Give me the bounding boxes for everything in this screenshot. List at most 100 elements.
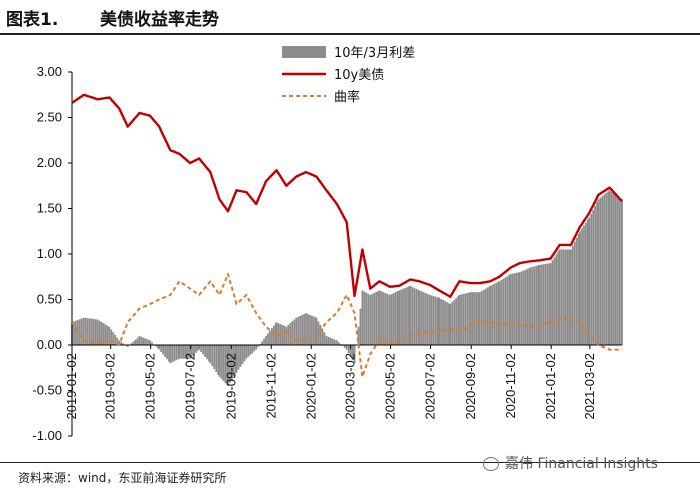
spread-bar (82, 317, 85, 345)
spread-bar (557, 251, 560, 345)
spread-bar (313, 316, 315, 345)
spread-bar (391, 293, 393, 345)
spread-bar (469, 292, 472, 345)
spread-bar (186, 345, 189, 359)
spread-bar (373, 293, 376, 345)
spread-bar (442, 299, 444, 345)
spread-bar (293, 319, 296, 345)
yield-chart: 3.002.502.001.501.000.500.00-0.50-1.0020… (32, 46, 623, 443)
y-tick-label: 1.00 (37, 246, 62, 261)
spread-bar (590, 213, 593, 345)
spread-bar (218, 345, 221, 377)
spread-bar (480, 291, 483, 345)
spread-bar (229, 345, 231, 383)
spread-bar (126, 345, 129, 347)
spread-bar (160, 345, 163, 352)
spread-bar (509, 274, 512, 345)
curvature-line (71, 273, 623, 378)
spread-bar (224, 345, 227, 384)
spread-bar (305, 313, 307, 345)
spread-bar (396, 291, 399, 345)
spread-bar (220, 345, 223, 379)
spread-bar (351, 345, 354, 360)
spread-bar (245, 345, 248, 359)
spread-bar (273, 325, 275, 345)
spread-bar (349, 345, 352, 357)
spread-bar (317, 321, 320, 345)
spread-bar (118, 340, 121, 345)
spread-bar (151, 342, 153, 345)
spread-bar (116, 337, 119, 345)
spread-bar (411, 286, 414, 345)
spread-bar (191, 345, 193, 357)
spread-bar (462, 293, 465, 345)
spread-bar (444, 301, 446, 345)
spread-bar (361, 290, 364, 345)
spread-bar (156, 345, 159, 349)
spread-bar (511, 273, 514, 345)
spread-bar (384, 292, 387, 345)
spread-bar (271, 328, 273, 345)
spread-bar (438, 297, 440, 345)
spread-bar (477, 292, 480, 345)
spread-bar (592, 209, 595, 345)
spread-bar (535, 265, 538, 345)
spread-bar (162, 345, 165, 355)
spread-bar (78, 319, 81, 345)
wechat-icon (483, 457, 499, 471)
spread-bar (491, 284, 494, 346)
spread-bar (568, 249, 571, 345)
spread-bar (369, 294, 372, 345)
spread-bar (319, 324, 322, 345)
spread-bar (235, 345, 238, 373)
spread-bar (422, 292, 425, 345)
spread-bar (508, 274, 511, 345)
spread-bar (169, 345, 172, 364)
spread-bar (171, 345, 174, 363)
spread-bar (198, 345, 201, 350)
spread-bar (573, 241, 576, 345)
spread-bar (612, 193, 615, 345)
x-tick-label: 2021-03-02 (582, 353, 597, 420)
spread-bar (343, 345, 346, 348)
spread-bar (233, 345, 235, 377)
spread-bar (158, 345, 161, 350)
spread-bar (599, 197, 602, 345)
x-tick-label: 2019-03-02 (103, 353, 118, 420)
spread-bar (440, 298, 442, 345)
spread-bar (80, 318, 83, 345)
spread-bar (607, 191, 610, 345)
x-tick-label: 2020-09-02 (463, 353, 478, 420)
spread-bar (386, 293, 389, 345)
spread-bar (182, 345, 185, 359)
spread-bar (315, 317, 318, 345)
spread-bar (193, 345, 195, 355)
spread-bar (497, 281, 499, 345)
spread-bar (164, 345, 166, 357)
spread-bar (400, 289, 402, 345)
spread-bar (451, 302, 454, 345)
spread-bar (540, 264, 543, 345)
spread-bar (275, 322, 278, 345)
spread-bar (382, 292, 385, 345)
spread-bar (588, 217, 591, 345)
legend-label: 10年/3月利差 (334, 46, 415, 61)
spread-bar (98, 320, 101, 345)
spread-bar (380, 291, 383, 345)
spread-bar (601, 196, 604, 345)
spread-bar (614, 194, 617, 345)
spread-bar (458, 294, 461, 345)
watermark-text: 嘉伟 Financial Insights (505, 456, 658, 472)
spread-bar (263, 338, 265, 345)
spread-bar (498, 281, 501, 345)
spread-bar (409, 285, 412, 345)
spread-bar (303, 314, 305, 345)
spread-bar (337, 342, 340, 345)
spread-bar (155, 345, 157, 347)
spread-bar (618, 197, 621, 345)
spread-bar (146, 339, 149, 345)
spread-bar (478, 292, 481, 345)
spread-bar (283, 325, 286, 345)
spread-bar (184, 345, 187, 359)
spread-bar (307, 314, 309, 345)
